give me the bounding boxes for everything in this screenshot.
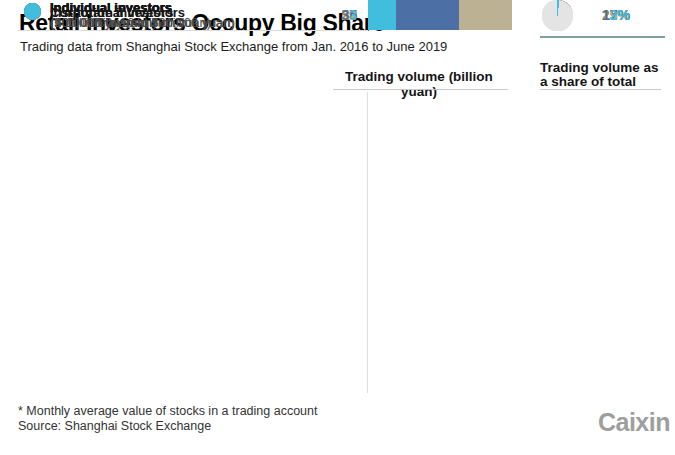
row-separator-left <box>18 30 368 31</box>
volume-header-underline <box>333 89 508 90</box>
volume-value: 3 <box>295 7 357 23</box>
footnote: * Monthly average value of stocks in a t… <box>18 404 317 418</box>
caixin-logo: Caixin <box>595 408 670 437</box>
source-credit: Source: Shanghai Stock Exchange <box>18 419 211 433</box>
bar-axis-baseline <box>367 92 368 393</box>
share-header-line2: a share of total <box>540 74 636 89</box>
volume-bar <box>368 0 396 30</box>
row-separator-right <box>540 36 665 38</box>
share-percentage: 2% <box>578 7 630 23</box>
row-label: Corporate investors <box>50 5 174 20</box>
share-header-underline <box>540 89 661 90</box>
column-header-share-of-total: Trading volume as a share of total <box>540 61 670 89</box>
share-pie-chart <box>542 0 573 31</box>
share-header-line1: Trading volume as <box>540 60 659 75</box>
infographic-canvas: Retail Investors Occupy Big Share Tradin… <box>0 0 675 455</box>
chart-row-corporate: Corporate investors 3 2% <box>0 0 675 44</box>
legend-dot <box>24 3 41 20</box>
column-header-trading-volume: Trading volume (billion yuan) <box>328 69 510 99</box>
